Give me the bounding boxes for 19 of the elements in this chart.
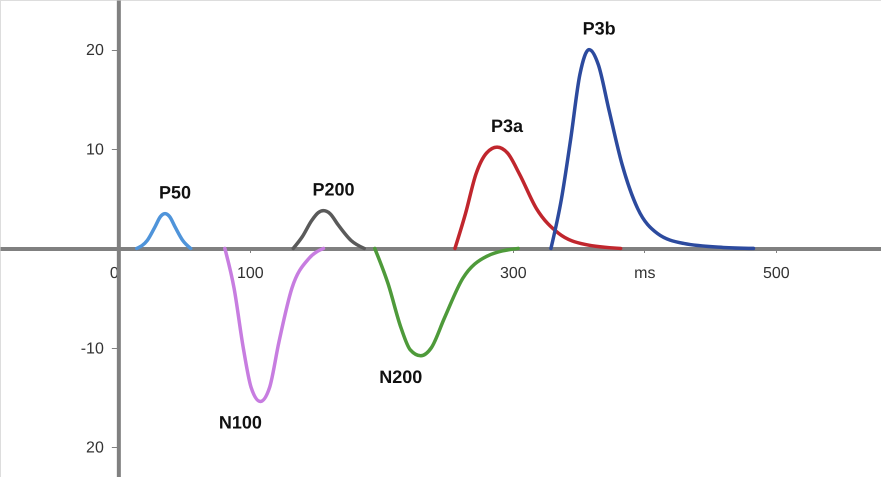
y-tick-label: 20 <box>86 440 104 457</box>
line-series <box>135 212 192 250</box>
y-tick-label: 20 <box>86 42 104 60</box>
y-tick-label: 10 <box>86 142 104 159</box>
x-tick-label: 500 <box>762 264 790 282</box>
line-series <box>291 208 366 250</box>
x-tick-label: 100 <box>236 264 264 282</box>
series-label: N200 <box>379 366 422 387</box>
series-label: N100 <box>218 412 262 432</box>
series-label: P3a <box>491 116 524 136</box>
line-series <box>549 48 756 250</box>
series-label: P200 <box>312 180 354 200</box>
series-label: P3b <box>582 18 616 39</box>
series-label: P50 <box>159 182 192 203</box>
y-tick-label: -10 <box>80 340 104 358</box>
x-tick-label: 300 <box>500 264 527 282</box>
line-series <box>223 246 326 404</box>
line-series <box>453 145 622 250</box>
x-tick-label: ms <box>634 264 656 282</box>
